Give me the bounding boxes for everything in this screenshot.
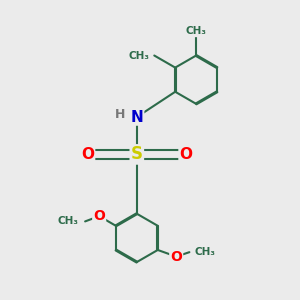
- Text: O: O: [93, 209, 105, 223]
- Text: CH₃: CH₃: [58, 216, 79, 226]
- Text: H: H: [115, 108, 125, 121]
- Text: CH₃: CH₃: [128, 50, 149, 61]
- Text: CH₃: CH₃: [195, 247, 216, 257]
- Text: O: O: [81, 147, 94, 162]
- Text: O: O: [179, 147, 193, 162]
- Text: N: N: [130, 110, 143, 124]
- Text: O: O: [170, 250, 182, 264]
- Text: CH₃: CH₃: [186, 26, 207, 36]
- Text: S: S: [131, 146, 143, 164]
